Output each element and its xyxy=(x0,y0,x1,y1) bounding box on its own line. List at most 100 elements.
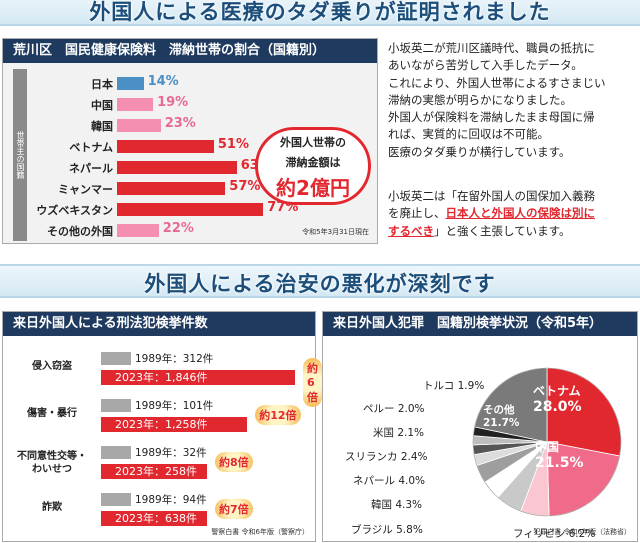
top-banner: 外国人による医療のタダ乗りが証明されました xyxy=(0,0,640,26)
bar xyxy=(117,182,226,195)
mid-banner: 外国人による治安の悪化が深刻です xyxy=(0,264,640,298)
crime-row: 不同意性交等・ わいせつ 1989年：32件 2023年：258件 約8倍 xyxy=(9,444,315,488)
arakawa-chart-title: 荒川区 国民健康保険料 滞納世帯の割合（国籍別） xyxy=(3,39,377,63)
bar-category: ベトナム xyxy=(69,141,113,154)
crime-category: 侵入窃盗 xyxy=(9,360,95,373)
bar-row: 韓国 23% xyxy=(33,115,373,135)
top-banner-title: 外国人による医療のタダ乗りが証明されました xyxy=(89,0,551,24)
pie-label-value: 21.5% xyxy=(535,455,584,471)
label-1989: 1989年：94件 xyxy=(135,494,207,506)
crime-category: 傷害・暴行 xyxy=(9,407,95,420)
category-line: 詐欺 xyxy=(42,502,62,513)
category-line: わいせつ xyxy=(32,464,72,475)
crime-category: 詐欺 xyxy=(9,501,95,514)
text-line: れば、実質的に回収は不可能。 xyxy=(388,127,549,142)
bar-value-label: 22% xyxy=(162,221,194,236)
pie-label: スリランカ 2.4% xyxy=(345,451,428,463)
crime-count-source: 警察白書 令和6年版（警察庁） xyxy=(211,528,309,536)
bar-row: ベトナム 51% xyxy=(33,136,373,156)
multiplier-badge: 約6倍 xyxy=(303,358,322,407)
text-line: 小坂英二は「在留外国人の国保加入義務 xyxy=(388,189,595,203)
text-line: 小坂英二が荒川区議時代、職員の抵抗に xyxy=(388,41,595,55)
pie-outline xyxy=(472,367,622,517)
bar-row: その他の外国 22% xyxy=(33,220,373,240)
pie-label: その他 21.7% xyxy=(483,402,519,429)
explanation-text: 小坂英二が荒川区議時代、職員の抵抗に あいながら苦労して入手したデータ。 これに… xyxy=(388,40,638,161)
callout-amount: 約2億円 xyxy=(276,176,350,200)
bar-2023: 2023年：1,846件 xyxy=(101,370,295,385)
text-line: 滞納の実態が明らかになりました。 xyxy=(388,92,572,107)
crime-row: 侵入窃盗 1989年：312件 2023年：1,846件 約6倍 xyxy=(9,350,322,407)
bar-2023: 2023年：258件 xyxy=(101,464,207,479)
bar-category: 韓国 xyxy=(91,120,113,133)
pie-label: トルコ 1.9% xyxy=(423,380,485,392)
pie-title: 来日外国人犯罪 国籍別検挙状況（令和5年） xyxy=(323,312,637,336)
pie-source: 犯罪白書 令和6年版（法務省） xyxy=(533,528,631,536)
category-line: 侵入窃盗 xyxy=(32,361,72,372)
pie-label-value: 21.7% xyxy=(483,417,520,429)
mid-banner-title: 外国人による治安の悪化が深刻です xyxy=(144,272,496,296)
bar-category: ウズベキスタン xyxy=(36,204,113,217)
bar xyxy=(117,119,161,132)
bar-category: 日本 xyxy=(91,78,113,91)
bar-1989 xyxy=(101,493,131,506)
bar-1989 xyxy=(101,446,131,459)
nationality-pie-panel: 来日外国人犯罪 国籍別検挙状況（令和5年） ベトナム 28.0% 中国 21.5% フィ… xyxy=(322,311,638,542)
crime-category: 不同意性交等・ わいせつ xyxy=(9,450,95,476)
date-note: 令和5年3月31日現在 xyxy=(302,228,369,236)
crime-count-panel: 来日外国人による刑法犯検挙件数 侵入窃盗 1989年：312件 2023年：1,84… xyxy=(2,311,322,542)
bar-category: ネパール xyxy=(69,162,113,175)
bar xyxy=(117,98,154,111)
bar-value-label: 14% xyxy=(147,74,179,89)
text-line: あいながら苦労して入手したデータ。 xyxy=(388,58,583,73)
bar-value-label: 51% xyxy=(217,137,250,152)
bar xyxy=(117,161,237,174)
bar-value-label: 19% xyxy=(157,95,189,110)
bar xyxy=(117,224,159,237)
bar xyxy=(117,203,264,216)
label-1989: 1989年：312件 xyxy=(135,353,214,365)
label-1989: 1989年：101件 xyxy=(135,400,214,412)
label-1989: 1989年：32件 xyxy=(135,447,207,459)
bar-row: ミャンマー 57% xyxy=(33,178,373,198)
bar xyxy=(117,140,214,153)
bar-row: 中国 19% xyxy=(33,94,373,114)
pie-label: ネパール 4.0% xyxy=(353,475,426,487)
bar xyxy=(117,77,144,90)
arrears-callout: 外国人世帯の 滞納金額は 約2億円 xyxy=(255,127,371,205)
pie-label: ペルー 2.0% xyxy=(363,403,425,415)
nationality-pie-chart xyxy=(472,367,622,517)
pie-label: ベトナム 28.0% xyxy=(533,382,582,415)
crime-count-title: 来日外国人による刑法犯検挙件数 xyxy=(3,312,315,336)
bar-row: 日本 14% xyxy=(33,73,373,93)
bar-2023: 2023年：638件 xyxy=(101,511,207,526)
pie-label: 韓国 4.3% xyxy=(371,499,423,511)
pie-label-name: ベトナム xyxy=(533,384,581,398)
bar-value-label: 23% xyxy=(164,116,196,131)
callout-line2: 滞納金額は xyxy=(285,156,341,169)
bar-1989 xyxy=(101,399,131,412)
crime-row: 詐欺 1989年：94件 2023年：638件 約7倍 xyxy=(9,491,315,535)
text-line: これにより、外国人世帯によるすさまじい xyxy=(388,75,606,90)
pie-label: フィリピン 6.2% xyxy=(513,528,596,540)
text-line: を廃止し、日本人と外国人の保険は別に xyxy=(388,205,638,222)
text-line: 医療のタダ乗りが横行しています。 xyxy=(388,144,571,159)
multiplier-badge: 約8倍 xyxy=(215,452,253,472)
pie-label-name: 中国 xyxy=(535,440,560,454)
multiplier-badge: 約12倍 xyxy=(255,405,301,425)
category-line: 不同意性交等・ xyxy=(17,451,87,462)
text-line: 外国人が保険料を滞納したまま母国に帰 xyxy=(388,110,595,125)
category-line: 傷害・暴行 xyxy=(27,408,77,419)
claim-text: 小坂英二は「在留外国人の国保加入義務 を廃止し、日本人と外国人の保険は別に する… xyxy=(388,188,638,240)
bar-value-label: 57% xyxy=(229,179,261,194)
emphasis-text-2: するべき xyxy=(388,223,434,238)
bar-category: ミャンマー xyxy=(58,183,113,196)
bar-1989 xyxy=(101,352,131,365)
pie-label-name: その他 xyxy=(483,404,515,416)
vertical-axis-label: 世帯主の国籍 xyxy=(13,69,27,241)
arakawa-chart-panel: 荒川区 国民健康保険料 滞納世帯の割合（国籍別） 世帯主の国籍 日本 14% 中国 1… xyxy=(2,38,378,244)
bar-category: 中国 xyxy=(91,99,113,112)
emphasis-text: 日本人と外国人の保険は別に xyxy=(445,206,596,221)
text-segment: 」と強く主張しています。 xyxy=(434,223,571,238)
multiplier-badge: 約7倍 xyxy=(215,499,253,519)
